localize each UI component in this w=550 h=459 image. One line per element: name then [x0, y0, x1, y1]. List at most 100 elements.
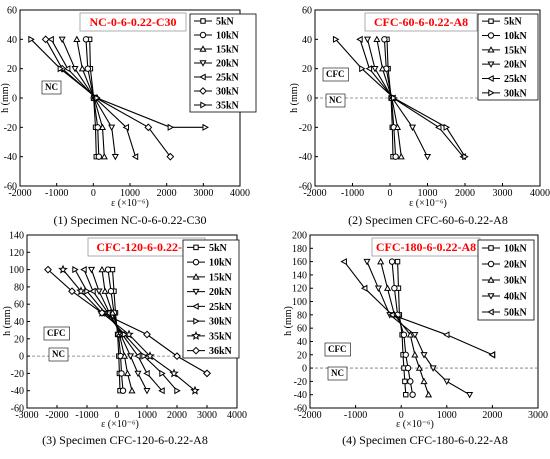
x-tick-label: 3000	[193, 188, 213, 199]
region-box	[327, 366, 348, 381]
data-point	[487, 260, 495, 268]
data-point	[199, 45, 207, 52]
data-point	[411, 351, 419, 358]
data-point	[134, 352, 141, 360]
y-tick-label: 0	[19, 352, 24, 363]
data-point	[420, 377, 428, 385]
x-tick-label: 2000	[157, 188, 177, 199]
data-point	[487, 74, 494, 83]
series-30kN	[72, 266, 181, 395]
legend-label: 15kN	[209, 272, 233, 283]
data-point	[173, 352, 181, 361]
series-line	[47, 269, 208, 374]
chart-title: CFC-60-6-0.22-A8	[374, 15, 468, 29]
data-point	[487, 61, 495, 68]
x-axis-label: ε (×10⁻⁶)	[101, 419, 139, 430]
data-point	[487, 308, 494, 316]
data-point	[394, 258, 401, 265]
data-point	[429, 365, 437, 372]
x-tick-label: -1000	[75, 410, 98, 421]
data-point	[192, 273, 200, 280]
legend-label: 30kN	[209, 317, 233, 328]
data-point	[199, 87, 207, 95]
y-tick-label: -60	[11, 404, 24, 415]
data-point	[192, 302, 199, 310]
data-point	[423, 153, 432, 161]
data-point	[373, 35, 381, 43]
data-point	[397, 152, 405, 160]
data-point	[123, 369, 132, 377]
data-point	[73, 35, 81, 43]
legend-label: 5kN	[209, 243, 228, 254]
x-tick-label: 0	[399, 410, 404, 421]
data-point	[192, 258, 200, 266]
series-50kN	[340, 258, 496, 359]
legend-label: 10kN	[504, 31, 528, 42]
data-point	[487, 32, 495, 39]
x-tick-label: -1000	[45, 188, 68, 199]
y-tick-label: 0	[307, 94, 312, 105]
legend-label: 30kN	[216, 87, 240, 98]
data-point	[191, 330, 201, 340]
data-point	[487, 293, 495, 300]
x-tick-label: 4000	[227, 410, 247, 421]
data-point	[388, 258, 396, 265]
legend-label: 15kN	[216, 45, 240, 56]
y-tick-label: -60	[4, 182, 17, 193]
data-point	[363, 36, 372, 44]
y-tick-label: 40	[7, 35, 17, 46]
y-tick-label: -20	[4, 123, 17, 134]
data-point	[134, 370, 142, 378]
legend-label: 10kN	[216, 31, 240, 42]
x-tick-label: -2000	[303, 188, 326, 199]
legend-label: 5kN	[504, 17, 523, 28]
region-label: NC	[45, 82, 58, 92]
data-point	[466, 391, 474, 399]
chart-panel-3: -3000 -2000 -1000 0 1000 2000 3000 4000-60-40-2…	[2, 231, 247, 448]
data-point	[360, 284, 368, 292]
region-box	[48, 347, 69, 362]
y-tick-label: 80	[14, 282, 24, 293]
x-axis-label: ε (×10⁻⁶)	[111, 198, 149, 209]
data-point	[409, 391, 416, 398]
data-point	[68, 287, 76, 296]
series-40kN	[363, 258, 474, 399]
y-tick-label: -40	[294, 390, 307, 401]
legend-label: 20kN	[209, 287, 233, 298]
legend-label: 20kN	[504, 260, 528, 271]
figure-caption: (4) Specimen CFC-180-6-0.22-A8	[342, 433, 508, 447]
data-point	[71, 65, 79, 73]
y-tick-label: -20	[299, 123, 312, 134]
data-point	[87, 266, 96, 274]
data-point	[393, 123, 402, 131]
legend-label: 25kN	[216, 73, 240, 84]
chart-title: CFC-180-6-0.22-A8	[376, 240, 476, 254]
data-point	[94, 94, 101, 102]
y-tick-label: -60	[299, 182, 312, 193]
data-point	[192, 288, 200, 296]
x-tick-label: 0	[388, 188, 393, 199]
legend-label: 15kN	[504, 45, 528, 56]
data-point	[41, 35, 50, 44]
x-tick-label: -2000	[45, 410, 68, 421]
legend-box	[182, 239, 240, 359]
data-point	[388, 311, 395, 319]
figure-caption: (3) Specimen CFC-120-6-0.22-A8	[42, 433, 208, 447]
data-point	[126, 353, 135, 360]
x-tick-label: 2000	[167, 410, 187, 421]
data-point	[402, 378, 408, 385]
data-point	[371, 65, 379, 73]
data-point	[167, 123, 175, 131]
y-tick-label: 0	[12, 94, 17, 105]
legend-label: 35kN	[216, 101, 240, 112]
region-label: NC	[52, 349, 65, 359]
data-point	[391, 285, 398, 292]
region-label: NC	[329, 95, 342, 105]
y-tick-label: 40	[302, 35, 312, 46]
data-point	[72, 266, 79, 274]
data-point	[435, 123, 442, 131]
data-point	[144, 123, 153, 132]
data-point	[199, 73, 206, 81]
data-point	[145, 351, 155, 361]
x-tick-label: -1000	[341, 188, 364, 199]
